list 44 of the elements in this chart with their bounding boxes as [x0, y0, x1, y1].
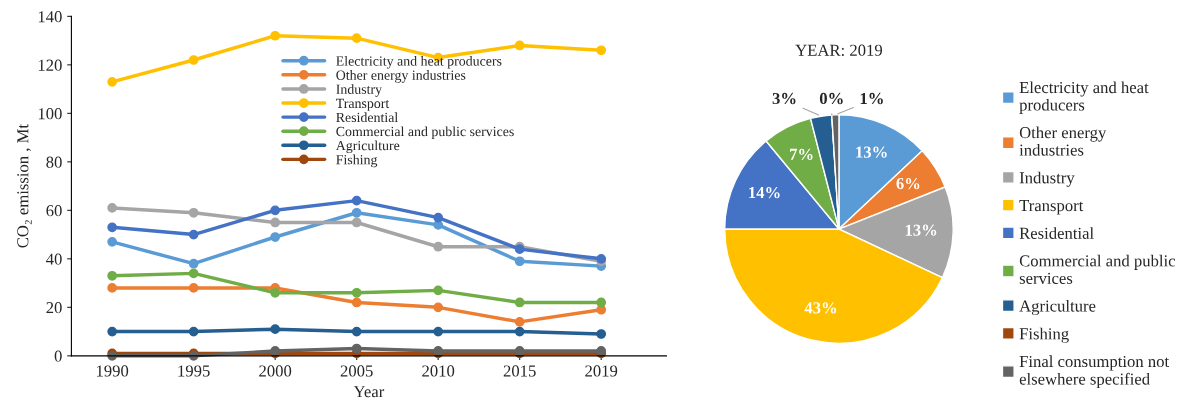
x-tick-label: 2005: [340, 365, 373, 377]
y-tick-label: 100: [38, 108, 62, 120]
legend-label: Commercial and public services: [1019, 254, 1176, 284]
x-axis-title: Year: [353, 386, 385, 398]
data-label: 13%: [856, 146, 887, 158]
legend-label: Commercial and public services: [336, 126, 514, 139]
data-label: 3%: [772, 92, 796, 105]
legend-label: Other energy industries: [1019, 126, 1107, 156]
x-tick-label: 2015: [503, 365, 536, 377]
y-tick-label: 60: [46, 205, 62, 217]
text: 0%: [819, 92, 843, 105]
data-label: 14%: [749, 186, 780, 199]
legend-label: Agriculture: [335, 140, 400, 154]
data-label: 6%: [896, 177, 920, 190]
y-tick-label: 0: [54, 350, 62, 362]
legend-label: Residential: [336, 112, 398, 123]
x-tick-label: 2000: [259, 365, 292, 377]
data-label: 13%: [905, 224, 937, 236]
legend-label: Transport: [1019, 200, 1084, 215]
data-label: 7%: [790, 148, 813, 160]
y-tick-label: 20: [46, 302, 62, 314]
y-tick-label: 80: [46, 156, 62, 168]
y-tick-label: 140: [38, 11, 62, 23]
y-axis-title: CO₂ emission , Mt: [17, 124, 32, 248]
legend-label: Other energy industries: [336, 70, 466, 83]
x-tick-label: 2010: [422, 365, 455, 377]
legend-label: Final consumption not elsewhere specified: [1019, 355, 1170, 389]
x-tick-label: 1990: [96, 365, 129, 377]
legend-label: Industry: [1019, 171, 1075, 187]
y-tick-label: 120: [38, 59, 62, 71]
legend-label: Residential: [1019, 227, 1094, 239]
data-label: 1%: [860, 92, 883, 105]
legend-label: Industry: [336, 84, 382, 97]
data-label: 43%: [804, 302, 837, 314]
legend-label: Fishing: [336, 154, 378, 168]
legend-label: Transport: [336, 98, 390, 111]
x-tick-label: 2019: [585, 365, 618, 377]
x-tick-label: 1995: [178, 365, 210, 377]
y-tick-label: 40: [46, 253, 62, 265]
legend-label: Fishing: [1019, 327, 1069, 343]
legend-label: Electricity and heat producers: [1019, 81, 1149, 114]
legend-label: Agriculture: [1019, 299, 1096, 316]
legend-label: Electricity and heat producers: [336, 55, 502, 69]
chart-title: YEAR: 2019: [795, 44, 883, 56]
